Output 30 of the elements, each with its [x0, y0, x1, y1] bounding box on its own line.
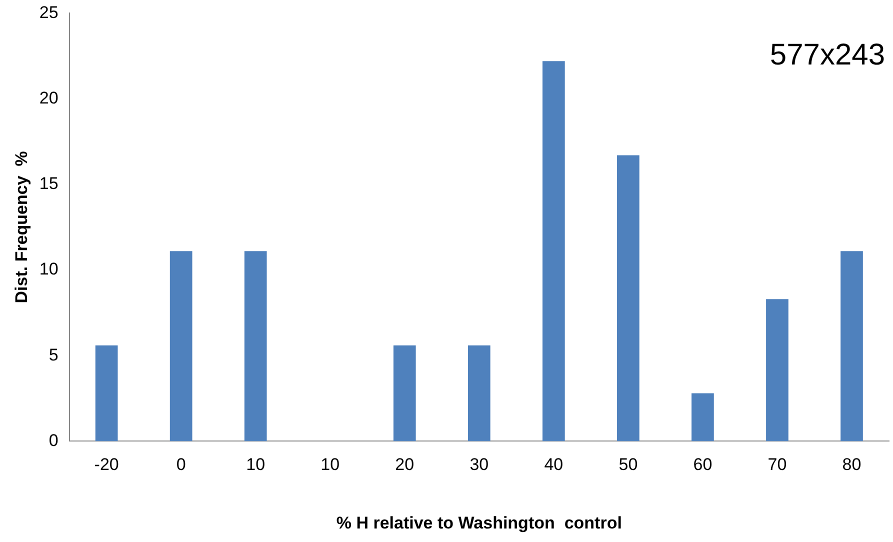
x-tick-label: 10 [246, 455, 266, 474]
x-tick-label: 60 [693, 455, 712, 474]
bar [542, 61, 565, 442]
y-axis-title: Dist. Frequency % [12, 151, 31, 304]
y-tick-label: 20 [39, 88, 58, 108]
y-tick-label: 0 [48, 430, 58, 450]
x-tick-label: 30 [470, 455, 489, 474]
bar [766, 299, 788, 442]
annotation: 577x243 [770, 38, 885, 72]
x-tick-label: 10 [320, 455, 340, 474]
x-tick-label: 70 [768, 455, 787, 474]
y-tick-label: 15 [39, 174, 58, 194]
x-tick-label: 40 [544, 455, 564, 474]
x-axis-title: % H relative to Washington control [336, 513, 622, 532]
x-tick-label: 80 [842, 455, 862, 474]
bar [393, 345, 416, 442]
bar [95, 345, 118, 442]
bar [840, 251, 863, 442]
y-tick-label: 5 [48, 345, 58, 364]
x-tick-label: 50 [618, 455, 638, 474]
y-tick-label: 10 [39, 260, 58, 279]
bar [170, 251, 192, 442]
x-tick-label: 20 [395, 455, 414, 474]
x-tick-label: -20 [94, 455, 119, 474]
x-tick-label: 0 [176, 455, 186, 474]
bar [468, 345, 490, 442]
bar [692, 393, 714, 442]
y-tick-label: 25 [39, 2, 58, 22]
bar [617, 155, 640, 442]
bar [244, 251, 267, 442]
